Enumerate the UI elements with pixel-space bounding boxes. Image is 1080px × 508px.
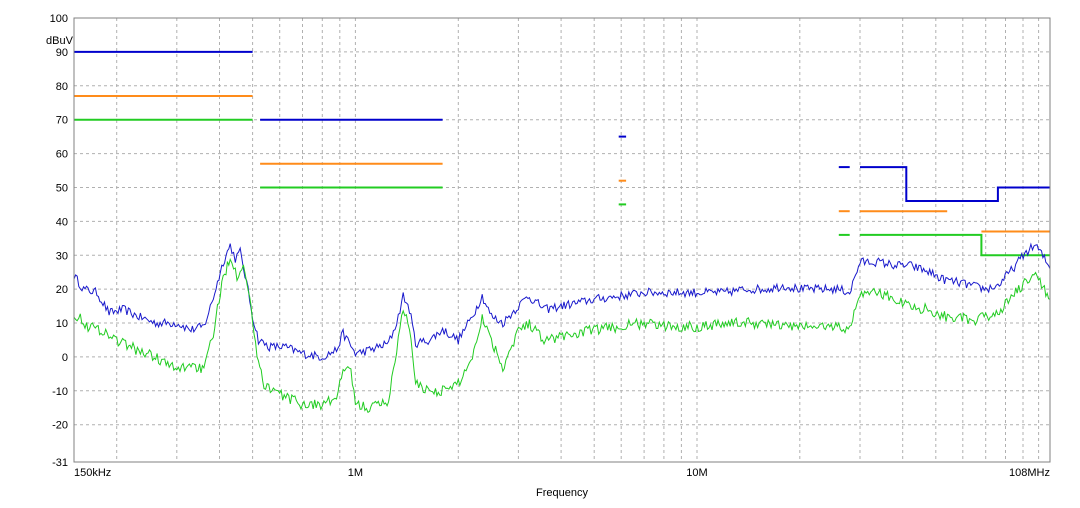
y-tick-label: 0 xyxy=(62,352,68,364)
y-tick-label: 80 xyxy=(56,81,68,93)
grid xyxy=(74,18,1050,462)
x-tick-label: 108MHz xyxy=(1009,467,1050,479)
y-tick-label: 50 xyxy=(56,183,68,195)
limit-line xyxy=(860,166,1050,202)
y-tick-label: -10 xyxy=(52,386,68,398)
measurement-traces xyxy=(73,242,1051,414)
y-tick-label: 100 xyxy=(50,13,68,25)
x-axis-label: Frequency xyxy=(536,487,588,499)
y-axis-label: dBuV xyxy=(46,35,74,47)
trace-blue xyxy=(73,242,1051,361)
limit-line xyxy=(860,233,1050,257)
y-tick-label: -31 xyxy=(52,457,68,469)
y-tick-label: 30 xyxy=(56,250,68,262)
tick-labels: -31 -20 -10 0 10 20 30 40 50 60 70 80 90 100 150kHz 1M 1… xyxy=(50,13,1050,479)
y-tick-label: 60 xyxy=(56,149,68,161)
y-tick-label: 70 xyxy=(56,115,68,127)
x-tick-label: 1M xyxy=(348,467,363,479)
y-tick-label: 90 xyxy=(56,47,68,59)
plot-frame xyxy=(73,17,1051,463)
y-tick-label: 10 xyxy=(56,318,68,330)
x-tick-label: 10M xyxy=(686,467,707,479)
limit-lines xyxy=(74,50,1050,257)
trace-green xyxy=(73,257,1051,414)
y-tick-label: 20 xyxy=(56,284,68,296)
x-tick-label: 150kHz xyxy=(74,467,111,479)
y-tick-label: 40 xyxy=(56,216,68,228)
y-tick-label: -20 xyxy=(52,420,68,432)
